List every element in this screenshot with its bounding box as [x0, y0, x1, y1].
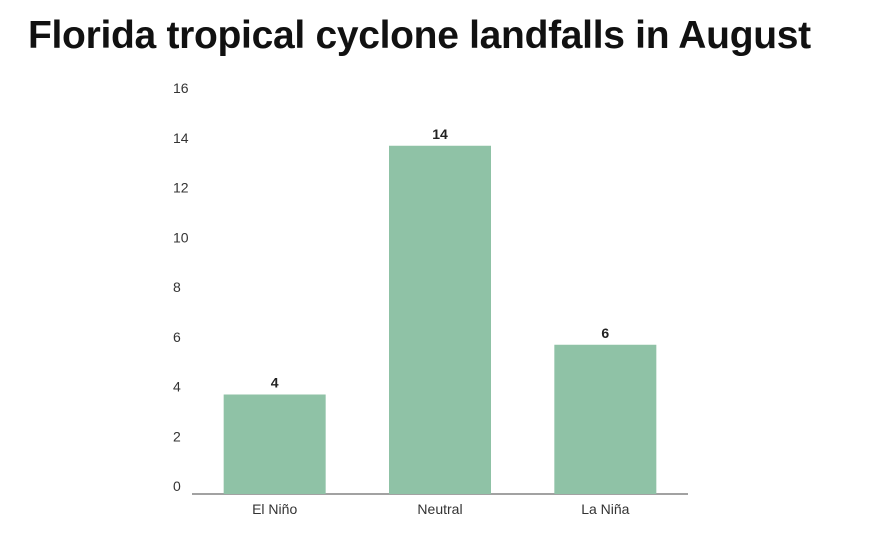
data-label: 6 [601, 325, 609, 341]
data-label: 14 [432, 126, 448, 142]
chart-title: Florida tropical cyclone landfalls in Au… [28, 14, 811, 57]
x-category-label: La Niña [581, 501, 629, 517]
y-tick-label: 16 [173, 80, 189, 96]
x-category-label: Neutral [417, 501, 462, 517]
y-tick-label: 14 [173, 130, 189, 146]
y-tick-label: 4 [173, 379, 181, 395]
x-category-label: El Niño [252, 501, 297, 517]
y-tick-label: 12 [173, 180, 189, 196]
data-label: 4 [271, 375, 279, 391]
bar [223, 394, 326, 494]
bar [554, 344, 657, 494]
y-tick-label: 8 [173, 279, 181, 295]
y-tick-label: 10 [173, 229, 189, 245]
y-tick-label: 0 [173, 478, 181, 494]
bar [389, 145, 491, 494]
y-tick-label: 2 [173, 428, 181, 444]
y-tick-label: 6 [173, 329, 181, 345]
